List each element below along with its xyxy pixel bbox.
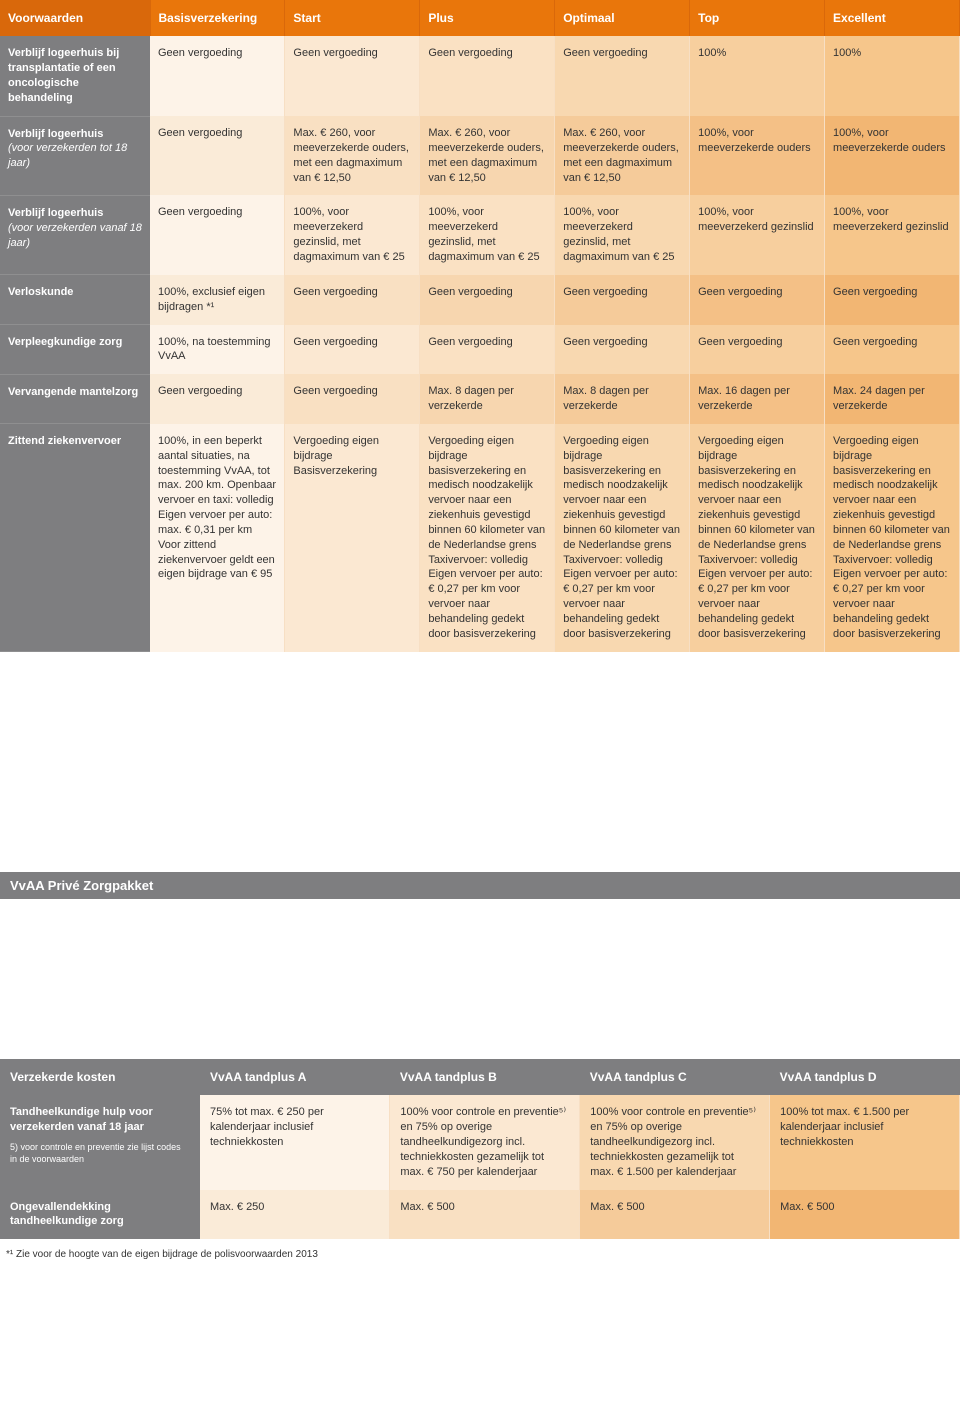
cell: Vergoeding eigen bijdrage basisverzekeri… [825,424,960,652]
cell: Geen vergoeding [690,325,825,375]
cell: Geen vergoeding [420,36,555,116]
row-label: Verblijf logeerhuis(voor verzekerden tot… [0,116,150,195]
col-voorwaarden: Voorwaarden [0,0,150,36]
col-optimaal: Optimaal [555,0,690,36]
cell: Max. € 260, voor meeverzekerde ouders, m… [420,116,555,195]
cell: Geen vergoeding [825,325,960,375]
cell: Max. 8 dagen per verzekerde [555,374,690,424]
cell: Vergoeding eigen bijdrage basisverzekeri… [420,424,555,652]
cell: 75% tot max. € 250 per kalenderjaar incl… [200,1095,390,1189]
tand-col-a: VvAA tandplus A [200,1059,390,1095]
row-subnote: 5) voor controle en preventie zie lijst … [10,1141,190,1165]
cell: Geen vergoeding [420,325,555,375]
table-row: Zittend ziekenvervoer100%, in een beperk… [0,424,960,652]
cell: Geen vergoeding [150,195,285,274]
cell: Max. € 250 [200,1190,390,1240]
col-start: Start [285,0,420,36]
cell: 100%, voor meeverzekerd gezinslid, met d… [555,195,690,274]
coverage-body: Verblijf logeerhuis bij transplantatie o… [0,36,960,652]
table-row: Verloskunde100%, exclusief eigen bijdrag… [0,275,960,325]
coverage-table: Voorwaarden Basisverzekering Start Plus … [0,0,960,652]
tand-col-c: VvAA tandplus C [580,1059,770,1095]
cell: 100%, voor meeverzekerd gezinslid [690,195,825,274]
coverage-header-row: Voorwaarden Basisverzekering Start Plus … [0,0,960,36]
row-label: Verblijf logeerhuis bij transplantatie o… [0,36,150,116]
tand-col-kosten: Verzekerde kosten [0,1059,200,1095]
cell: Geen vergoeding [555,275,690,325]
cell: Vergoeding eigen bijdrage basisverzekeri… [555,424,690,652]
row-sublabel: (voor verzekerden vanaf 18 jaar) [8,221,142,251]
tandplus-table: Verzekerde kosten VvAA tandplus A VvAA t… [0,1059,960,1239]
section-title-zorgpakket: VvAA Privé Zorgpakket [0,872,960,899]
cell: Max. € 260, voor meeverzekerde ouders, m… [285,116,420,195]
cell: 100% tot max. € 1.500 per kalenderjaar i… [770,1095,960,1189]
cell: Max. 8 dagen per verzekerde [420,374,555,424]
cell: 100%, voor meeverzekerd gezinslid, met d… [285,195,420,274]
footnote-text: *¹ Zie voor de hoogte van de eigen bijdr… [0,1239,960,1270]
tand-col-b: VvAA tandplus B [390,1059,580,1095]
table-row: Verblijf logeerhuis(voor verzekerden van… [0,195,960,274]
row-label: Zittend ziekenvervoer [0,424,150,652]
cell: 100% [825,36,960,116]
col-top: Top [690,0,825,36]
table-row: Tandheelkundige hulp voor verzekerden va… [0,1095,960,1189]
row-sublabel: (voor verzekerden tot 18 jaar) [8,141,142,171]
cell: Geen vergoeding [285,325,420,375]
cell: Max. 16 dagen per verzekerde [690,374,825,424]
cell: Max. € 500 [580,1190,770,1240]
tandplus-body: Tandheelkundige hulp voor verzekerden va… [0,1095,960,1239]
row-label: Verblijf logeerhuis(voor verzekerden van… [0,195,150,274]
tandplus-header-row: Verzekerde kosten VvAA tandplus A VvAA t… [0,1059,960,1095]
cell: Max. € 260, voor meeverzekerde ouders, m… [555,116,690,195]
row-label: Tandheelkundige hulp voor verzekerden va… [0,1095,200,1189]
cell: 100% voor controle en preventie⁵⁾ en 75%… [580,1095,770,1189]
spacer [0,899,960,1059]
cell: 100% [690,36,825,116]
cell: 100%, na toestemming VvAA [150,325,285,375]
table-row: Verpleegkundige zorg100%, na toestemming… [0,325,960,375]
cell: Geen vergoeding [555,325,690,375]
cell: Geen vergoeding [555,36,690,116]
cell: Geen vergoeding [285,36,420,116]
cell: 100% voor controle en preventie⁵⁾ en 75%… [390,1095,580,1189]
table-row: Ongevallendekking tandheelkundige zorgMa… [0,1190,960,1240]
cell: Geen vergoeding [285,275,420,325]
cell: Max. € 500 [770,1190,960,1240]
cell: 100%, voor meeverzekerd gezinslid, met d… [420,195,555,274]
cell: Geen vergoeding [150,36,285,116]
cell: Geen vergoeding [690,275,825,325]
tand-col-d: VvAA tandplus D [770,1059,960,1095]
table-row: Vervangende mantelzorgGeen vergoedingGee… [0,374,960,424]
row-label: Ongevallendekking tandheelkundige zorg [0,1190,200,1240]
cell: 100%, voor meeverzekerde ouders [825,116,960,195]
cell: Geen vergoeding [285,374,420,424]
row-label: Verloskunde [0,275,150,325]
cell: Geen vergoeding [150,374,285,424]
cell: Geen vergoeding [420,275,555,325]
cell: Max. € 500 [390,1190,580,1240]
cell: Geen vergoeding [150,116,285,195]
col-plus: Plus [420,0,555,36]
col-excellent: Excellent [825,0,960,36]
cell: 100%, voor meeverzekerde ouders [690,116,825,195]
cell: Max. 24 dagen per verzekerde [825,374,960,424]
cell: Geen vergoeding [825,275,960,325]
row-label: Verpleegkundige zorg [0,325,150,375]
col-basis: Basisverzekering [150,0,285,36]
table-row: Verblijf logeerhuis(voor verzekerden tot… [0,116,960,195]
row-label: Vervangende mantelzorg [0,374,150,424]
cell: Vergoeding eigen bijdrage basisverzekeri… [690,424,825,652]
cell: 100%, exclusief eigen bijdragen *¹ [150,275,285,325]
table-row: Verblijf logeerhuis bij transplantatie o… [0,36,960,116]
cell: 100%, in een beperkt aantal situaties, n… [150,424,285,652]
cell: 100%, voor meeverzekerd gezinslid [825,195,960,274]
cell: Vergoeding eigen bijdrage Basisverzekeri… [285,424,420,652]
